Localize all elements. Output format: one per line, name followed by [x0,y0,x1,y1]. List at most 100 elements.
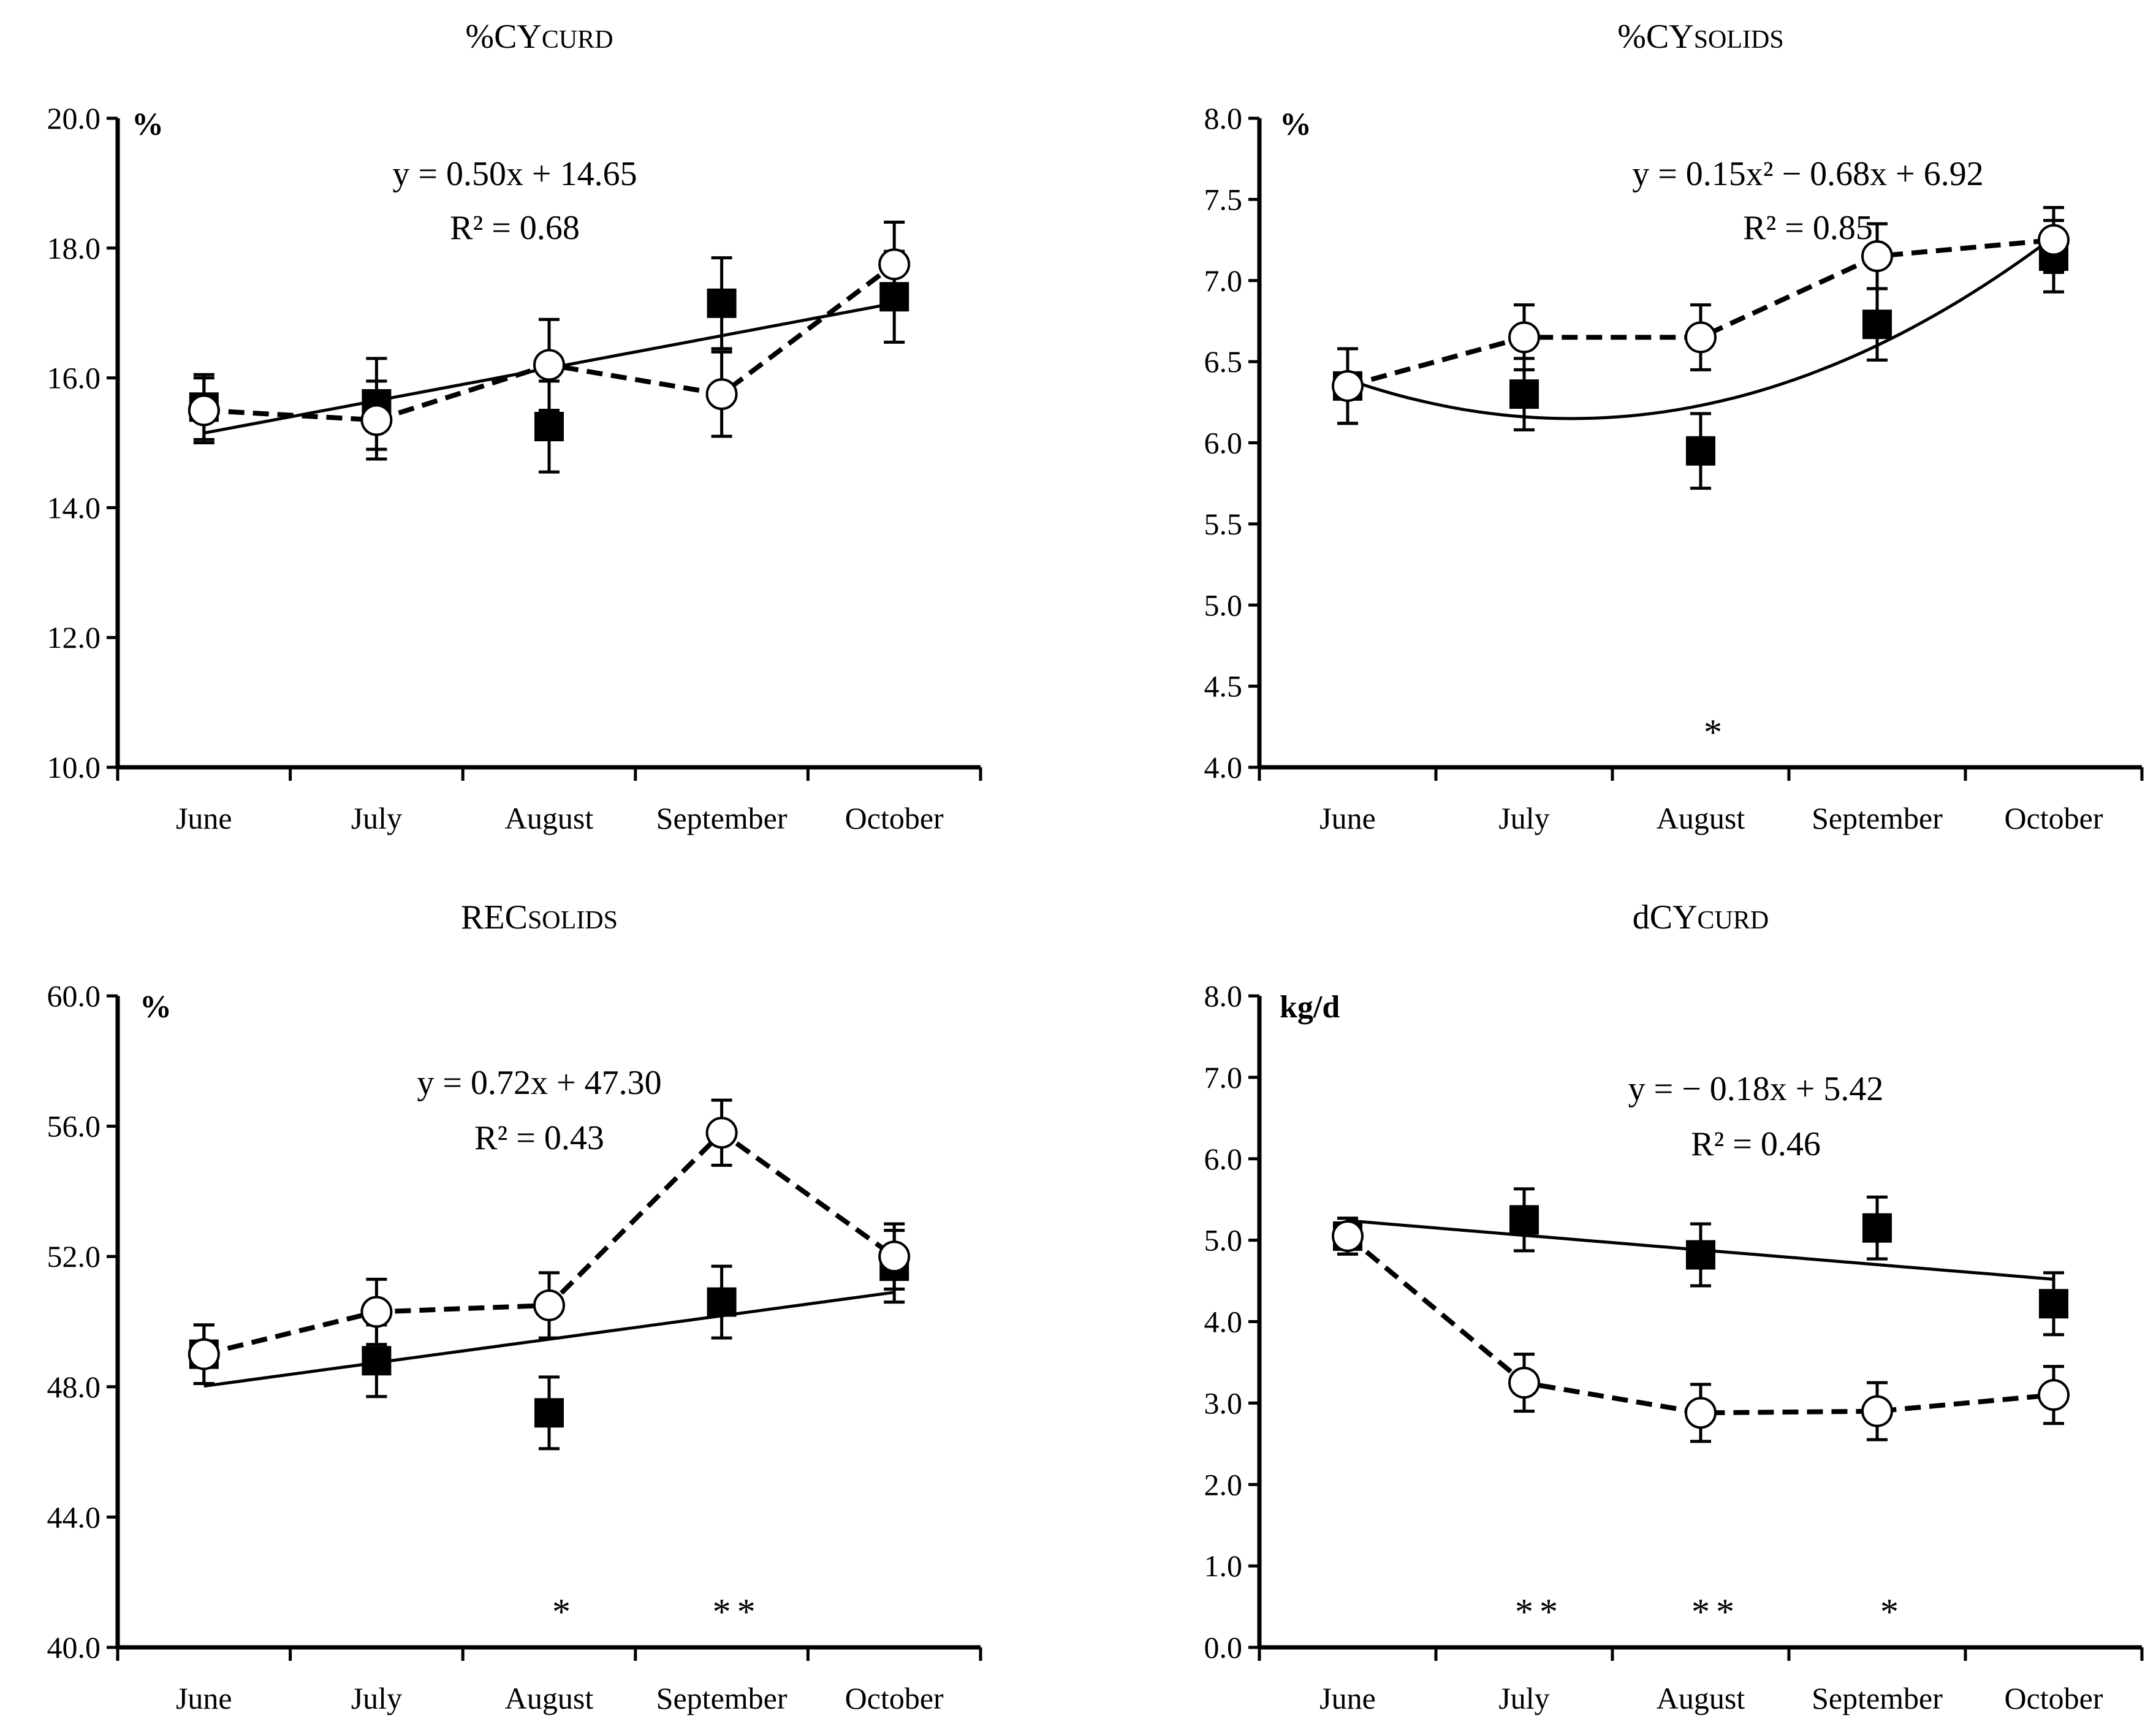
y-tick-label: 6.0 [1204,1142,1243,1176]
chart-title-sub: CURD [1698,906,1769,935]
y-tick-label: 7.0 [1204,1060,1243,1095]
y-tick-label: 10.0 [47,750,101,784]
x-tick-label: August [505,1681,594,1715]
y-tick-label: 60.0 [47,979,101,1013]
trend-equation: y = 0.50x + 14.65 [392,155,637,193]
x-tick-label: June [1319,1681,1376,1715]
data-point-square [707,288,737,318]
x-tick-label: October [845,801,944,835]
y-tick-label: 6.0 [1204,426,1243,460]
y-tick-label: 7.0 [1204,264,1243,298]
data-point-square [1862,309,1892,340]
unit-label: % [140,990,172,1025]
chart-title: dCYCURD [1633,898,1769,936]
data-point-square [1686,436,1715,466]
x-tick-label: September [1812,1681,1943,1715]
trend-equation: y = 0.72x + 47.30 [417,1064,661,1102]
x-tick-label: June [176,801,232,835]
data-point-square [1862,1213,1892,1243]
y-tick-label: 12.0 [47,620,101,655]
x-tick-label: August [1657,801,1745,835]
x-tick-label: September [1812,801,1943,835]
significance-stars: ** [1691,1592,1740,1632]
x-tick-label: October [2004,801,2103,835]
significance-stars: * [1880,1592,1905,1632]
y-tick-label: 5.0 [1204,588,1243,622]
y-tick-label: 44.0 [47,1500,101,1534]
series-dashed-line [1346,237,2054,389]
data-point-circle [1861,1395,1893,1427]
x-tick-label: August [505,801,594,835]
chart-title: %CYSOLIDS [1617,18,1783,56]
data-point-circle [188,1338,220,1370]
trend-equation: y = − 0.18x + 5.42 [1628,1070,1884,1108]
data-point-circle [705,378,738,411]
x-tick-label: October [845,1681,944,1715]
chart-panel-1: %CYCURD 10.0 12.0 14.0 16.0 18.0 20.0 June July A… [47,18,982,835]
data-point-circle [533,1289,565,1321]
y-tick-label: 14.0 [47,490,101,525]
data-point-circle [1685,1397,1717,1429]
chart-title: %CYCURD [465,18,613,56]
x-tick-label: August [1657,1681,1745,1715]
chart-title-sub: CURD [542,26,613,54]
trend-r2: R² = 0.43 [474,1119,604,1157]
data-point-square [2039,1289,2068,1319]
data-point-circle [360,1296,393,1328]
series-2 [1332,206,2070,425]
data-point-circle [1332,1220,1364,1252]
series-dashed-line [1346,1234,2054,1416]
data-point-circle [188,394,220,427]
chart-title: RECSOLIDS [461,898,618,936]
y-tick-label: 16.0 [47,361,101,395]
x-tick-label: September [656,1681,788,1715]
y-tick-label: 8.0 [1204,101,1243,135]
series-2 [188,220,911,461]
data-point-circle [1685,321,1717,354]
y-tick-label: 8.0 [1204,979,1243,1013]
data-point-square [534,1398,564,1428]
data-point-square [1509,1205,1539,1235]
x-tick-label: July [351,801,402,835]
data-point-circle [878,248,911,281]
chart-panel-3: RECSOLIDS 40.0 44.0 48.0 52.0 56.0 60.0 June Jul… [47,898,982,1715]
y-tick-label: 7.5 [1204,182,1243,216]
x-tick-label: October [2004,1681,2103,1715]
unit-label: % [132,107,164,142]
significance-stars: ** [713,1592,762,1632]
y-tick-label: 4.5 [1204,669,1243,704]
chart-panel-4: dCYCURD 0.0 1.0 2.0 3.0 4.0 5.0 6.0 7.0 8.0 June Ju… [1204,898,2144,1715]
trend-r2: R² = 0.46 [1691,1125,1821,1163]
data-point-circle [705,1117,738,1149]
data-point-circle [1508,321,1540,354]
y-tick-label: 48.0 [47,1370,101,1404]
unit-label: kg/d [1280,990,1340,1025]
series-2 [188,1098,911,1385]
chart-title-sub: SOLIDS [1694,26,1784,54]
data-point-circle [2038,1379,2070,1411]
x-tick-label: July [351,1681,402,1715]
y-tick-label: 4.0 [1204,750,1243,784]
chart-title-main: dCY [1633,898,1698,936]
chart-title-main: %CY [465,18,541,56]
data-point-circle [533,349,565,381]
unit-label: % [1280,107,1311,142]
x-tick-label: June [1319,801,1376,835]
trend-r2: R² = 0.68 [450,209,580,247]
data-point-circle [1332,370,1364,402]
data-point-square [707,1287,737,1317]
x-tick-label: July [1498,801,1549,835]
significance-stars: * [1704,712,1728,753]
y-tick-label: 3.0 [1204,1386,1243,1420]
series-2 [1332,1217,2070,1443]
data-point-square [534,412,564,442]
y-tick-label: 52.0 [47,1239,101,1274]
chart-title-sub: SOLIDS [528,906,618,935]
y-tick-label: 4.0 [1204,1305,1243,1339]
significance-stars: * [552,1592,577,1632]
data-point-circle [2038,224,2070,256]
x-tick-label: July [1498,1681,1549,1715]
data-point-square [362,1346,392,1376]
y-tick-label: 5.0 [1204,1223,1243,1258]
